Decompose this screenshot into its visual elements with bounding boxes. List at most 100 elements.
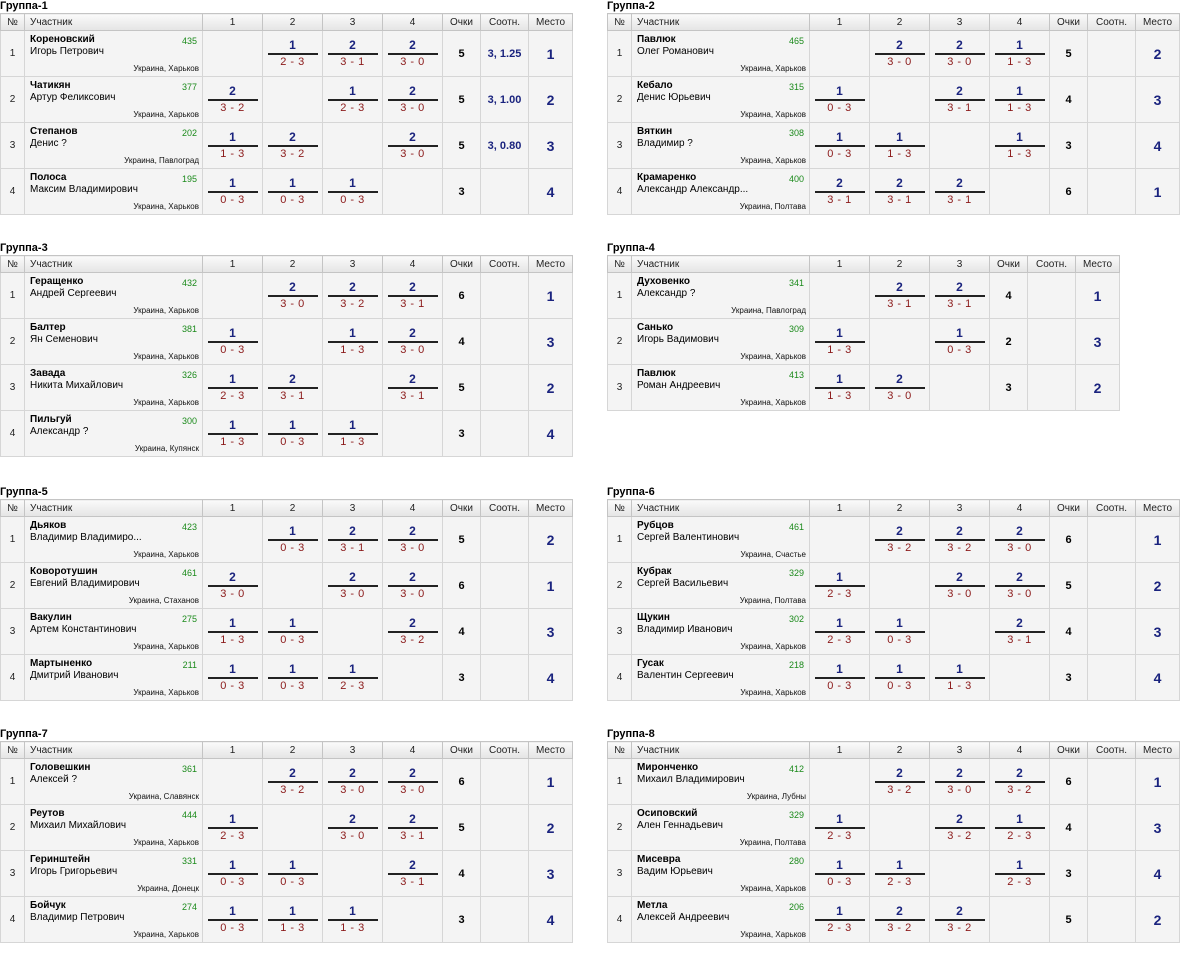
player-location: Украина, Харьков xyxy=(133,688,199,697)
final-place: 4 xyxy=(1135,122,1180,169)
match-points: 1 xyxy=(207,812,258,829)
header-place: Место xyxy=(528,741,573,759)
row-number: 2 xyxy=(0,804,25,851)
group-title: Группа-3 xyxy=(0,242,48,254)
table-row: 1 Павлюк Олег Романович 465 Украина, Харьков… xyxy=(607,30,1180,77)
player-cell: Вакулин Артем Константинович 275 Украина, Х… xyxy=(24,608,203,655)
player-cell: Осиповский Ален Геннадьевич 329 Украина, По… xyxy=(631,804,810,851)
self-match-cell xyxy=(869,318,930,365)
match-score: 0 - 3 xyxy=(220,875,245,888)
table-row: 1 Геращенко Андрей Сергеевич 432 Украина, Ха… xyxy=(0,272,573,319)
group-block: Группа-8 № Участник 1 2 3 4 Очки Соотн. Место 1 Мир… xyxy=(607,728,1180,943)
player-cell: Миронченко Михаил Владимирович 412 Украина,… xyxy=(631,758,810,805)
match-points: 1 xyxy=(874,130,925,147)
match-score: 3 - 0 xyxy=(340,587,365,600)
player-cell: Мисевра Вадим Юрьевич 280 Украина, Харьков xyxy=(631,850,810,897)
ratio-value xyxy=(480,804,529,851)
group-table: № Участник 1 2 3 4 Очки Соотн. Место 1 Головешкин А… xyxy=(0,741,573,943)
header-ratio: Соотн. xyxy=(480,13,529,31)
match-score: 3 - 2 xyxy=(947,541,972,554)
player-rating: 400 xyxy=(788,174,804,184)
player-firstname: Александр ? xyxy=(637,288,696,299)
self-match-cell xyxy=(809,758,870,805)
match-score: 3 - 0 xyxy=(887,389,912,402)
match-score: 1 - 3 xyxy=(220,633,245,646)
player-location: Украина, Харьков xyxy=(740,884,806,893)
final-place: 1 xyxy=(528,562,573,609)
match-score: 3 - 2 xyxy=(887,541,912,554)
match-points: 2 xyxy=(934,904,985,921)
match-score: 3 - 1 xyxy=(280,389,305,402)
match-points: 2 xyxy=(874,176,925,193)
header-ratio: Соотн. xyxy=(1087,741,1136,759)
row-number: 2 xyxy=(0,318,25,365)
row-number: 2 xyxy=(607,318,632,365)
final-place: 2 xyxy=(528,364,573,411)
total-points: 6 xyxy=(1049,168,1088,215)
table-row: 3 Степанов Денис ? 202 Украина, Павлоград 1 1 … xyxy=(0,122,573,169)
header-opponent-number: 1 xyxy=(809,499,870,517)
row-number: 4 xyxy=(607,654,632,701)
row-number: 3 xyxy=(607,850,632,897)
row-number: 2 xyxy=(607,562,632,609)
match-score: 2 - 3 xyxy=(280,55,305,68)
player-cell: Павлюк Олег Романович 465 Украина, Харьков xyxy=(631,30,810,77)
player-location: Украина, Харьков xyxy=(133,352,199,361)
self-match-cell xyxy=(382,654,443,701)
header-place: Место xyxy=(1075,255,1120,273)
header-opponent-number: 4 xyxy=(989,499,1050,517)
ratio-value xyxy=(1087,804,1136,851)
match-score: 3 - 0 xyxy=(220,587,245,600)
player-firstname: Игорь Вадимович xyxy=(637,334,719,345)
self-match-cell xyxy=(989,654,1050,701)
table-row: 3 Щукин Владимир Иванович 302 Украина, Харьк… xyxy=(607,608,1180,655)
match-score: 2 - 3 xyxy=(1007,875,1032,888)
total-points: 6 xyxy=(442,758,481,805)
player-location: Украина, Полтава xyxy=(739,838,806,847)
match-points: 2 xyxy=(327,280,378,297)
player-surname: Завада xyxy=(30,368,66,379)
match-score: 3 - 0 xyxy=(400,587,425,600)
match-score: 2 - 3 xyxy=(1007,829,1032,842)
player-firstname: Дмитрий Иванович xyxy=(30,670,119,681)
header-player: Участник xyxy=(631,499,810,517)
match-points: 2 xyxy=(327,524,378,541)
total-points: 5 xyxy=(1049,562,1088,609)
match-points: 1 xyxy=(814,662,865,679)
player-cell: Пильгуй Александр ? 300 Украина, Купянск xyxy=(24,410,203,457)
player-firstname: Сергей Васильевич xyxy=(637,578,729,589)
match-score: 3 - 2 xyxy=(947,829,972,842)
match-score: 1 - 3 xyxy=(220,147,245,160)
self-match-cell xyxy=(929,364,990,411)
row-number: 3 xyxy=(607,364,632,411)
match-score: 1 - 3 xyxy=(220,435,245,448)
match-score: 3 - 0 xyxy=(400,101,425,114)
player-firstname: Артур Феликсович xyxy=(30,92,116,103)
header-opponent-number: 2 xyxy=(262,255,323,273)
match-points: 2 xyxy=(387,570,438,587)
header-opponent-number: 1 xyxy=(202,255,263,273)
